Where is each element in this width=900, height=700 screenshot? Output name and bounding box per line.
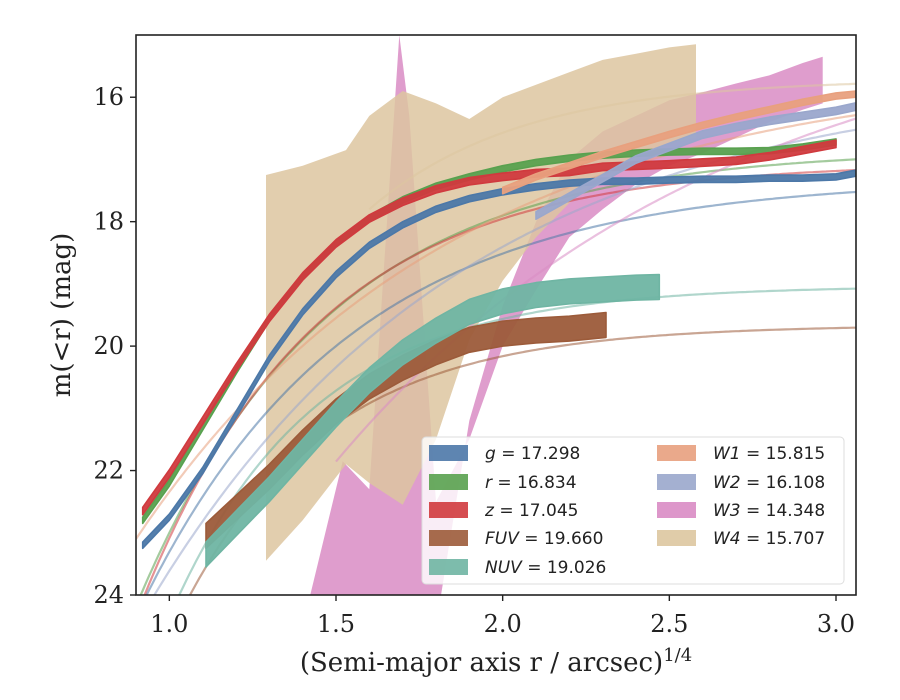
legend-label-w1: W1 = 15.815 bbox=[713, 444, 825, 464]
legend-label-g: g = 17.298 bbox=[485, 444, 580, 464]
legend-swatch-g bbox=[429, 445, 468, 461]
legend-swatch-w4 bbox=[657, 530, 696, 546]
legend-label-fuv: FUV = 19.660 bbox=[485, 529, 603, 549]
legend-swatch-w1 bbox=[657, 445, 696, 461]
y-tick-label: 24 bbox=[93, 581, 124, 609]
x-tick-label: 1.5 bbox=[317, 610, 355, 638]
y-tick-label: 16 bbox=[93, 83, 124, 111]
axes-layer: 1.0 1.5 2.0 2.5 3.0 16 18 20 22 24 bbox=[93, 83, 855, 638]
y-tick-label: 18 bbox=[93, 208, 124, 236]
y-tick-label: 22 bbox=[93, 457, 124, 485]
legend-swatch-fuv bbox=[429, 530, 468, 546]
model-curve-w4 bbox=[368, 82, 856, 211]
data-curve-z bbox=[141, 139, 837, 516]
legend-label-r: r = 16.834 bbox=[485, 473, 577, 493]
legend-label-nuv: NUV = 19.026 bbox=[485, 558, 606, 578]
data-curve-g bbox=[141, 169, 856, 550]
x-tick-label: 2.5 bbox=[650, 610, 688, 638]
y-tick-label: 20 bbox=[93, 332, 124, 360]
data-band-layer bbox=[141, 90, 856, 568]
legend-frame bbox=[421, 436, 845, 585]
legend-swatch-w2 bbox=[657, 474, 696, 490]
data-curve-w2 bbox=[535, 102, 856, 220]
legend-label-w3: W3 = 14.348 bbox=[713, 501, 825, 521]
x-tick-label: 2.0 bbox=[484, 610, 522, 638]
plot-frame bbox=[135, 34, 857, 596]
model-curve-nuv bbox=[178, 287, 856, 595]
y-axis-label: m(<r) (mag) bbox=[47, 233, 77, 398]
data-curve-w1 bbox=[501, 90, 856, 195]
legend-label-w4: W4 = 15.707 bbox=[713, 529, 825, 549]
legend-swatch-nuv bbox=[429, 559, 468, 575]
data-curve-nuv bbox=[205, 273, 661, 568]
legend-swatch-w3 bbox=[657, 502, 696, 518]
x-tick-label: 1.0 bbox=[150, 610, 188, 638]
model-curve-w1 bbox=[136, 114, 856, 540]
legend: g = 17.298 r = 16.834 z = 17.045 FUV = 19.6… bbox=[421, 436, 845, 585]
legend-swatch-r bbox=[429, 474, 468, 490]
legend-label-z: z = 17.045 bbox=[484, 501, 578, 521]
model-curve-w2 bbox=[153, 128, 856, 595]
model-curve-g bbox=[145, 190, 856, 595]
x-tick-label: 3.0 bbox=[817, 610, 855, 638]
legend-swatch-z bbox=[429, 502, 468, 518]
x-axis-label: (Semi-major axis r / arcsec)1/4 bbox=[300, 645, 692, 678]
legend-label-w2: W2 = 16.108 bbox=[713, 473, 825, 493]
